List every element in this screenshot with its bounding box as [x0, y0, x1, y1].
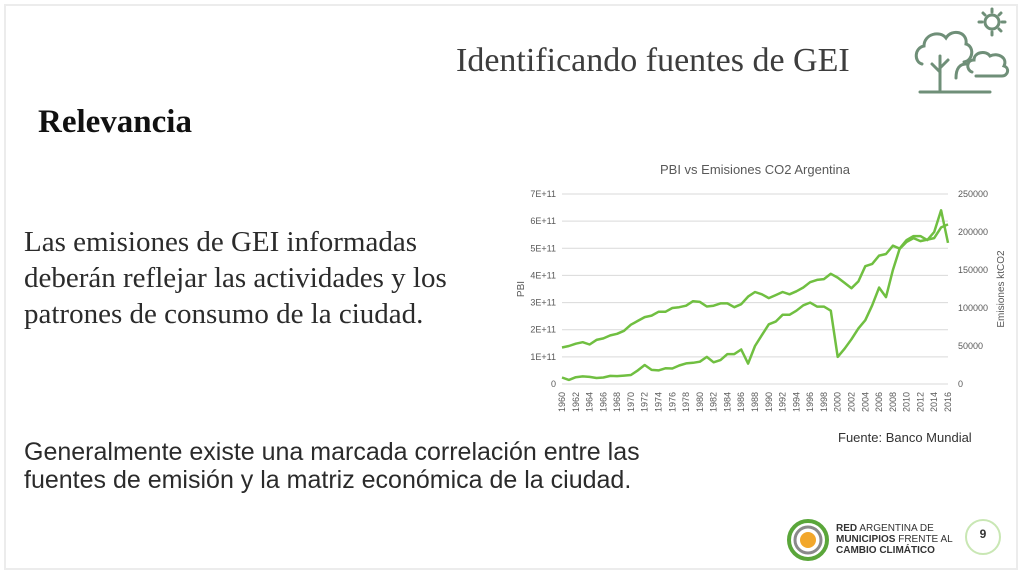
section-heading: Relevancia	[38, 104, 192, 140]
gdp-series-line	[561, 209, 950, 382]
x-tick-label: 1996	[805, 392, 815, 412]
x-tick-label: 1980	[695, 392, 705, 412]
gdp-vs-co2-line-chart: PBI vs Emisiones CO2 Argentina 0 1E+11 2E+1…	[516, 162, 1007, 412]
x-tick-label: 2006	[874, 392, 884, 412]
x-tick-label: 1992	[778, 392, 788, 412]
y2-tick-label: 0	[958, 379, 963, 389]
chart-source: Fuente: Banco Mundial	[838, 430, 972, 445]
x-tick-label: 1962	[571, 392, 581, 412]
y-tick-label: 7E+11	[530, 189, 556, 199]
y-tick-label: 0	[551, 379, 556, 389]
x-tick-label: 1998	[819, 392, 829, 412]
y-tick-label: 4E+11	[530, 270, 556, 280]
x-tick-label: 2000	[833, 392, 843, 412]
chart-title: PBI vs Emisiones CO2 Argentina	[660, 162, 851, 177]
y2-tick-label: 250000	[958, 189, 988, 199]
page-badge	[965, 519, 1001, 555]
y2-tick-label: 200000	[958, 227, 988, 237]
x-tick-label: 2016	[943, 392, 953, 412]
x-tick-label: 1988	[750, 392, 760, 412]
x-tick-label: 1966	[598, 392, 608, 412]
conclusion-paragraph: Generalmente existe una marcada correlac…	[24, 438, 640, 494]
x-tick-label: 1970	[626, 392, 636, 412]
red-argentina-logo-icon	[787, 519, 829, 561]
cloud-tree-sun-icon	[914, 7, 1010, 94]
x-tick-label: 1964	[585, 392, 595, 412]
page-number: 9	[979, 527, 987, 541]
y-tick-label: 6E+11	[530, 216, 556, 226]
x-tick-label: 1994	[791, 392, 801, 412]
x-tick-label: 2004	[860, 392, 870, 412]
x-tick-label: 1982	[709, 392, 719, 412]
x-tick-label: 2008	[888, 392, 898, 412]
x-tick-label: 1986	[736, 392, 746, 412]
y-tick-label: 1E+11	[530, 352, 556, 362]
x-tick-label: 2012	[915, 392, 925, 412]
y2-tick-label: 100000	[958, 303, 988, 313]
emissions-series-line	[561, 223, 949, 349]
y2-tick-label: 50000	[958, 341, 983, 351]
slide-title: Identificando fuentes de GEI	[456, 42, 850, 79]
x-tick-label: 1968	[612, 392, 622, 412]
x-tick-label: 2010	[902, 392, 912, 412]
x-tick-label: 1976	[667, 392, 677, 412]
x-tick-label: 2014	[929, 392, 939, 412]
slide-frame	[4, 4, 1018, 570]
y-tick-label: 3E+11	[530, 298, 556, 308]
body-paragraph: Las emisiones de GEI informadas deberán …	[24, 226, 447, 330]
x-tick-label: 1974	[654, 392, 664, 412]
y-axis-label: PBI	[516, 281, 527, 297]
x-tick-label: 1960	[557, 392, 567, 412]
y-tick-label: 5E+11	[530, 243, 556, 253]
x-tick-label: 1990	[764, 392, 774, 412]
y2-tick-label: 150000	[958, 265, 988, 275]
x-tick-label: 1984	[722, 392, 732, 412]
x-tick-label: 1972	[640, 392, 650, 412]
x-tick-label: 2002	[847, 392, 857, 412]
y2-axis-label: Emisiones ktCO2	[996, 250, 1007, 328]
x-tick-label: 1978	[681, 392, 691, 412]
y-tick-label: 2E+11	[530, 325, 556, 335]
logo-wordmark: RED ARGENTINA DE MUNICIPIOS FRENTE AL CA…	[836, 523, 953, 556]
